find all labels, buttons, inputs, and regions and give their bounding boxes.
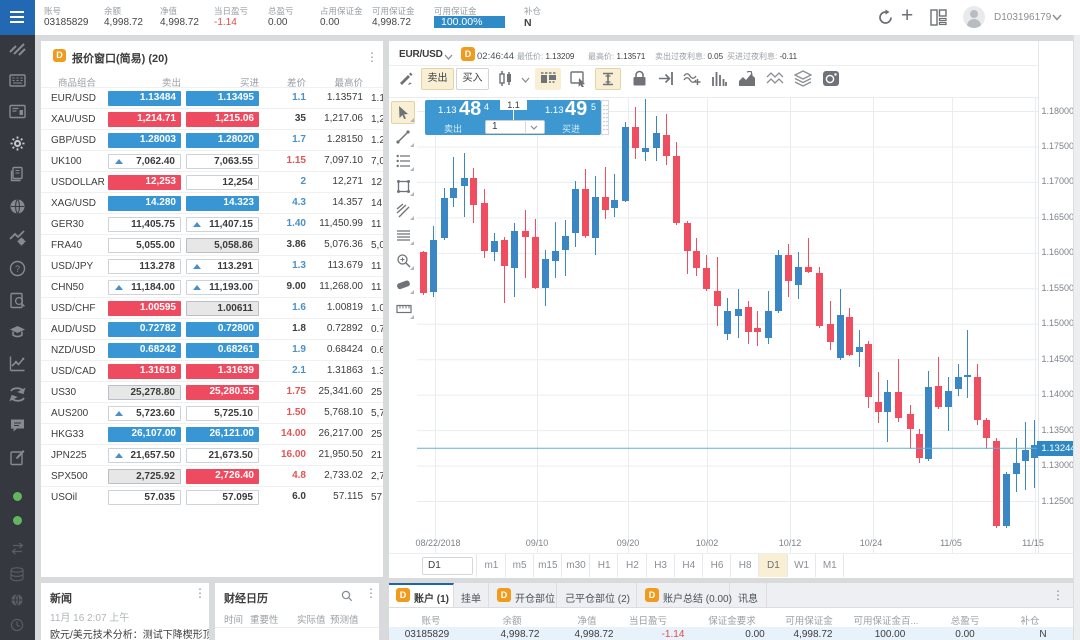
svg-text:?: ? <box>15 264 20 274</box>
